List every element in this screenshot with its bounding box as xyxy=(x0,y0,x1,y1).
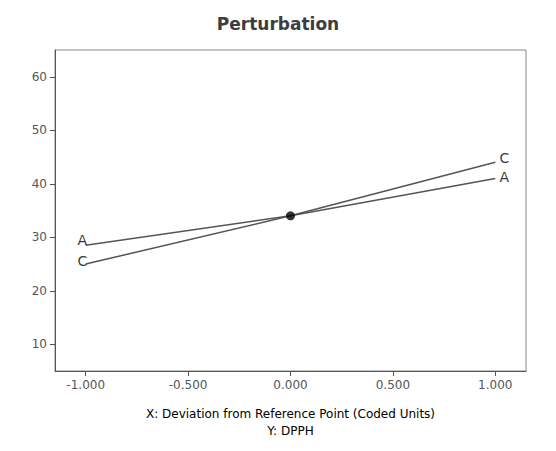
svg-text:-0.500: -0.500 xyxy=(169,378,208,392)
svg-text:1.000: 1.000 xyxy=(478,378,512,392)
svg-text:60: 60 xyxy=(32,70,47,84)
svg-text:C: C xyxy=(78,253,88,269)
svg-text:40: 40 xyxy=(32,177,47,191)
svg-text:C: C xyxy=(499,150,509,166)
svg-text:10: 10 xyxy=(32,337,47,351)
svg-text:30: 30 xyxy=(32,230,47,244)
svg-text:20: 20 xyxy=(32,284,47,298)
svg-text:Y: DPPH: Y: DPPH xyxy=(266,424,313,438)
svg-text:A: A xyxy=(499,169,509,185)
svg-text:Perturbation: Perturbation xyxy=(217,14,339,34)
svg-text:A: A xyxy=(78,232,88,248)
svg-text:-1.000: -1.000 xyxy=(66,378,105,392)
svg-text:0.000: 0.000 xyxy=(273,378,307,392)
svg-text:X: Deviation from Reference Po: X: Deviation from Reference Point (Coded… xyxy=(146,407,435,421)
svg-text:50: 50 xyxy=(32,123,47,137)
svg-text:0.500: 0.500 xyxy=(376,378,410,392)
